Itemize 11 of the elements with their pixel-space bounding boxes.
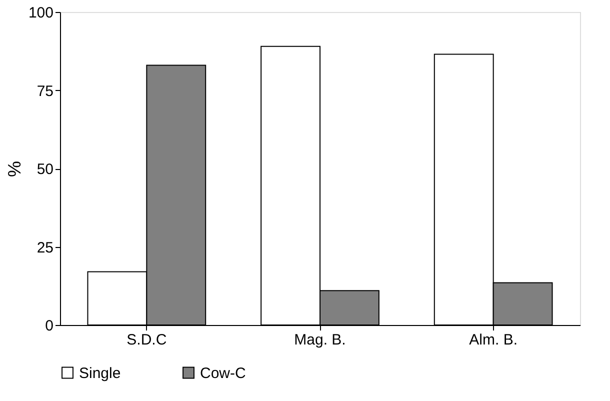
y-tick-label: 100 — [28, 4, 54, 22]
legend-label: Single — [79, 364, 121, 382]
x-tick-label: S.D.C — [126, 332, 167, 348]
y-tick-label: 0 — [45, 318, 54, 334]
y-tick-label: 75 — [36, 82, 54, 100]
y-tick-label: 50 — [36, 161, 54, 178]
y-axis-title: % — [4, 160, 24, 178]
x-tick-label: Alm. B. — [469, 332, 518, 348]
legend-label: Cow-C — [200, 364, 246, 382]
x-tick-label: Mag. B. — [294, 332, 346, 348]
y-tick-label: 25 — [36, 239, 54, 256]
